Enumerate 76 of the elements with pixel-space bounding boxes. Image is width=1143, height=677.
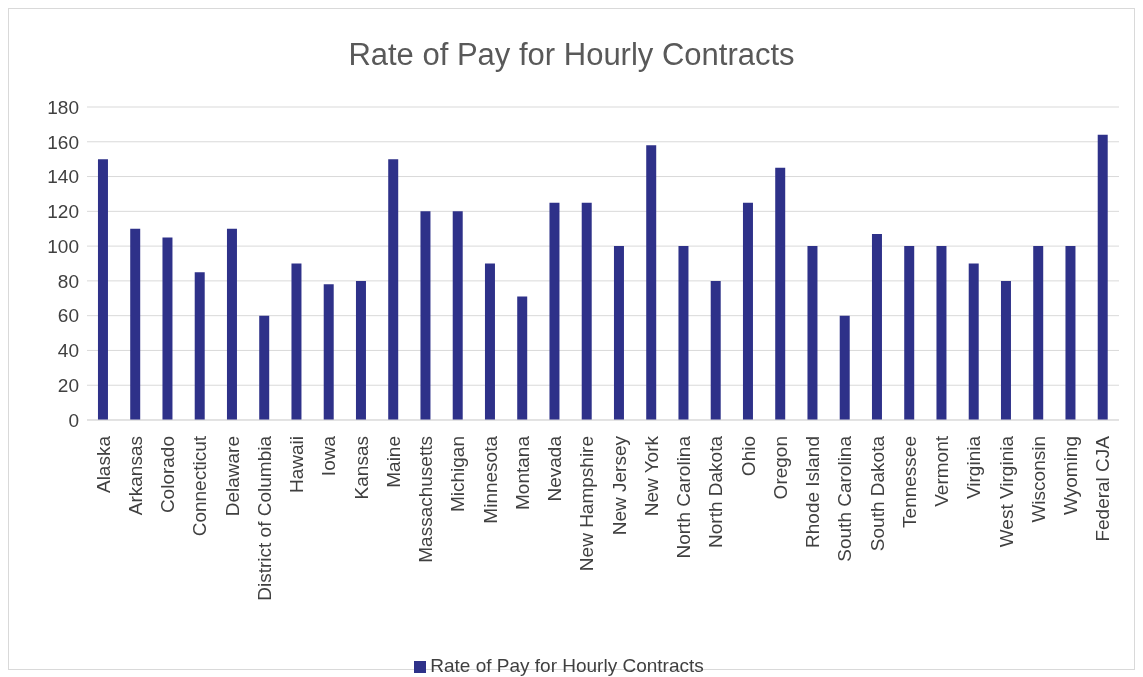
- x-tick-label: New Hampshire: [576, 436, 598, 572]
- bar: [484, 263, 495, 420]
- bar: [1000, 280, 1011, 420]
- bar: [871, 233, 882, 420]
- x-tick-label: Connecticut: [189, 435, 211, 537]
- x-tick-label: Virginia: [963, 435, 985, 500]
- bar: [613, 246, 624, 420]
- y-tick-label: 120: [47, 201, 79, 223]
- x-tick-label: North Carolina: [673, 435, 695, 559]
- x-tick-label: Montana: [511, 435, 533, 510]
- x-tick-label: New Jersey: [608, 435, 630, 536]
- x-tick-label: Kansas: [350, 436, 372, 500]
- bar: [936, 246, 947, 420]
- x-tick-label: New York: [640, 435, 662, 517]
- bar: [420, 211, 431, 420]
- y-tick-label: 40: [57, 340, 79, 362]
- bar: [710, 280, 721, 420]
- y-tick-label: 180: [47, 96, 79, 118]
- x-tick-label: South Dakota: [866, 435, 888, 552]
- y-tick-label: 80: [57, 270, 79, 292]
- bar: [355, 280, 366, 420]
- y-tick-label: 100: [47, 235, 79, 257]
- bar: [1097, 134, 1108, 420]
- bar: [807, 246, 818, 420]
- bar: [968, 263, 979, 420]
- x-tick-label: Federal CJA: [1092, 435, 1114, 542]
- x-tick-label: Iowa: [318, 435, 340, 477]
- x-tick-label: Maine: [382, 436, 404, 488]
- bar: [130, 228, 141, 420]
- y-tick-label: 60: [57, 305, 79, 327]
- bar: [517, 296, 528, 420]
- bar: [678, 246, 689, 420]
- x-tick-label: South Carolina: [834, 435, 856, 562]
- y-tick-label: 140: [47, 166, 79, 188]
- bar: [581, 202, 592, 420]
- bar: [323, 284, 334, 420]
- x-tick-label: Michigan: [447, 436, 469, 513]
- bar: [742, 202, 753, 420]
- x-tick-label: Vermont: [931, 435, 953, 507]
- y-tick-label: 160: [47, 131, 79, 153]
- x-tick-label: Tennessee: [898, 436, 920, 528]
- x-tick-label: Wyoming: [1060, 436, 1082, 516]
- bar: [162, 237, 173, 420]
- x-tick-label: District of Columbia: [253, 435, 275, 601]
- x-tick-label: Arkansas: [124, 436, 146, 516]
- x-tick-label: Oregon: [769, 436, 791, 500]
- bar: [1033, 246, 1044, 420]
- bar: [904, 246, 915, 420]
- bar: [259, 315, 270, 420]
- x-tick-label: Rhode Island: [802, 436, 824, 548]
- legend-label: Rate of Pay for Hourly Contracts: [430, 655, 704, 676]
- x-tick-label: Minnesota: [479, 435, 501, 524]
- bar: [452, 211, 463, 420]
- x-tick-label: Delaware: [221, 436, 243, 517]
- x-tick-label: Nevada: [544, 435, 566, 502]
- y-tick-label: 20: [57, 374, 79, 396]
- bar: [839, 315, 850, 420]
- bar: [646, 145, 657, 420]
- chart-title: Rate of Pay for Hourly Contracts: [347, 36, 796, 74]
- x-tick-label: Alaska: [92, 435, 114, 494]
- bar: [549, 202, 560, 420]
- x-tick-label: Wisconsin: [1027, 436, 1049, 523]
- bar: [291, 263, 302, 420]
- x-tick-label: West Virginia: [995, 435, 1017, 548]
- bar: [194, 272, 205, 420]
- x-tick-label: North Dakota: [705, 435, 727, 548]
- bar: [388, 159, 399, 420]
- y-tick-label: 0: [68, 409, 79, 431]
- bar: [226, 228, 237, 420]
- x-tick-label: Ohio: [737, 436, 759, 477]
- bar: [1065, 246, 1076, 420]
- x-tick-label: Colorado: [157, 436, 179, 514]
- x-tick-label: Massachusetts: [415, 436, 437, 563]
- bar: [775, 167, 786, 420]
- bar: [97, 159, 108, 420]
- x-tick-label: Hawaii: [286, 436, 308, 494]
